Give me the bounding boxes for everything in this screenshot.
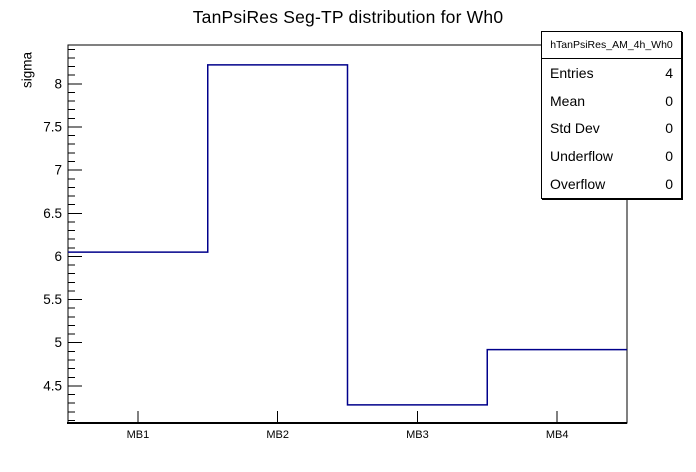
y-tick-label: 7.5 xyxy=(43,119,62,134)
stats-label: Std Dev xyxy=(550,120,600,137)
stats-label: Overflow xyxy=(550,176,606,193)
x-category-label: MB2 xyxy=(266,429,289,441)
stats-row-underflow: Underflow 0 xyxy=(542,142,681,170)
y-tick-label: 4.5 xyxy=(43,378,62,393)
y-tick-label: 7 xyxy=(54,163,62,178)
stats-row-overflow: Overflow 0 xyxy=(542,170,681,198)
stats-value: 4 xyxy=(665,64,673,81)
stats-label: Mean xyxy=(550,92,586,109)
x-category-label: MB3 xyxy=(406,429,429,441)
stats-label: Underflow xyxy=(550,148,614,165)
y-tick-label: 6.5 xyxy=(43,206,62,221)
stats-value: 0 xyxy=(665,92,673,109)
x-category-label: MB4 xyxy=(546,429,569,441)
chart-title: TanPsiRes Seg-TP distribution for Wh0 xyxy=(192,7,504,27)
y-tick-label: 5.5 xyxy=(43,292,62,307)
y-tick-label: 8 xyxy=(54,76,62,91)
stats-box-histogram-name: hTanPsiRes_AM_4h_Wh0 xyxy=(542,32,681,59)
stats-value: 0 xyxy=(665,148,673,165)
stats-row-mean: Mean 0 xyxy=(542,87,681,115)
histogram-step-line xyxy=(68,64,627,406)
stats-label: Entries xyxy=(550,64,594,81)
y-tick-label: 5 xyxy=(54,335,62,350)
y-tick-label: 6 xyxy=(54,249,62,264)
stats-box: hTanPsiRes_AM_4h_Wh0 Entries 4 Mean 0 St… xyxy=(541,31,682,199)
stats-value: 0 xyxy=(665,120,673,137)
stats-row-entries: Entries 4 xyxy=(542,59,681,87)
stats-value: 0 xyxy=(665,176,673,193)
x-category-label: MB1 xyxy=(127,429,150,441)
y-axis-title: sigma xyxy=(19,51,35,89)
stats-row-stddev: Std Dev 0 xyxy=(542,115,681,143)
